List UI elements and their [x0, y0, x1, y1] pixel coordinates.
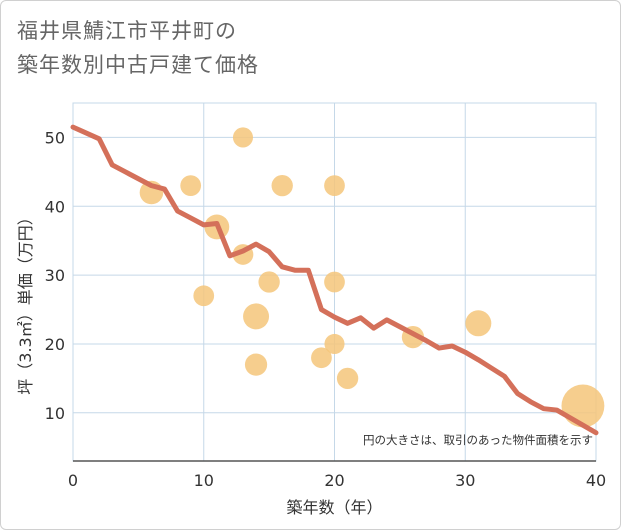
y-tick-label: 30 — [45, 266, 65, 285]
y-tick-labels: 10 20 30 40 50 — [45, 128, 65, 422]
bubble-point — [561, 384, 605, 428]
x-tick-label: 0 — [68, 471, 78, 490]
bubble-point — [311, 347, 332, 369]
bubble-point — [244, 353, 268, 376]
bubble-point — [336, 367, 359, 390]
y-tick-label: 20 — [45, 335, 65, 354]
chart-title-line1: 福井県鯖江市平井町の — [17, 19, 237, 43]
bubble-point — [193, 285, 215, 307]
x-tick-label: 30 — [455, 471, 475, 490]
chart-title: 福井県鯖江市平井町の 築年数別中古戸建て価格 — [17, 14, 259, 82]
bubble-point — [465, 310, 492, 337]
bubble-point — [258, 271, 280, 293]
x-tick-labels: 0 10 20 30 40 — [68, 471, 606, 490]
y-tick-label: 10 — [45, 404, 65, 423]
y-tick-label: 50 — [45, 128, 65, 147]
size-legend-note: 円の大きさは、取引のあった物件面積を示す — [363, 433, 593, 447]
bubble-point — [324, 175, 345, 196]
bubble-point — [271, 174, 293, 197]
bubble-point — [324, 333, 345, 354]
bubble-point — [232, 127, 254, 148]
trend-line — [70, 124, 599, 436]
bubble-series — [139, 127, 605, 428]
x-tick-label: 20 — [324, 471, 344, 490]
bubble-point — [243, 303, 270, 330]
chart-title-line2: 築年数別中古戸建て価格 — [17, 53, 259, 77]
x-tick-label: 10 — [194, 471, 214, 490]
bubble-point — [180, 175, 202, 196]
y-axis-label: 坪（3.3㎡）単価（万円） — [16, 209, 35, 394]
y-tick-label: 40 — [45, 197, 65, 216]
bubble-point — [324, 271, 345, 293]
x-axis-label: 築年数（年） — [286, 498, 382, 517]
x-tick-label: 40 — [586, 471, 606, 490]
